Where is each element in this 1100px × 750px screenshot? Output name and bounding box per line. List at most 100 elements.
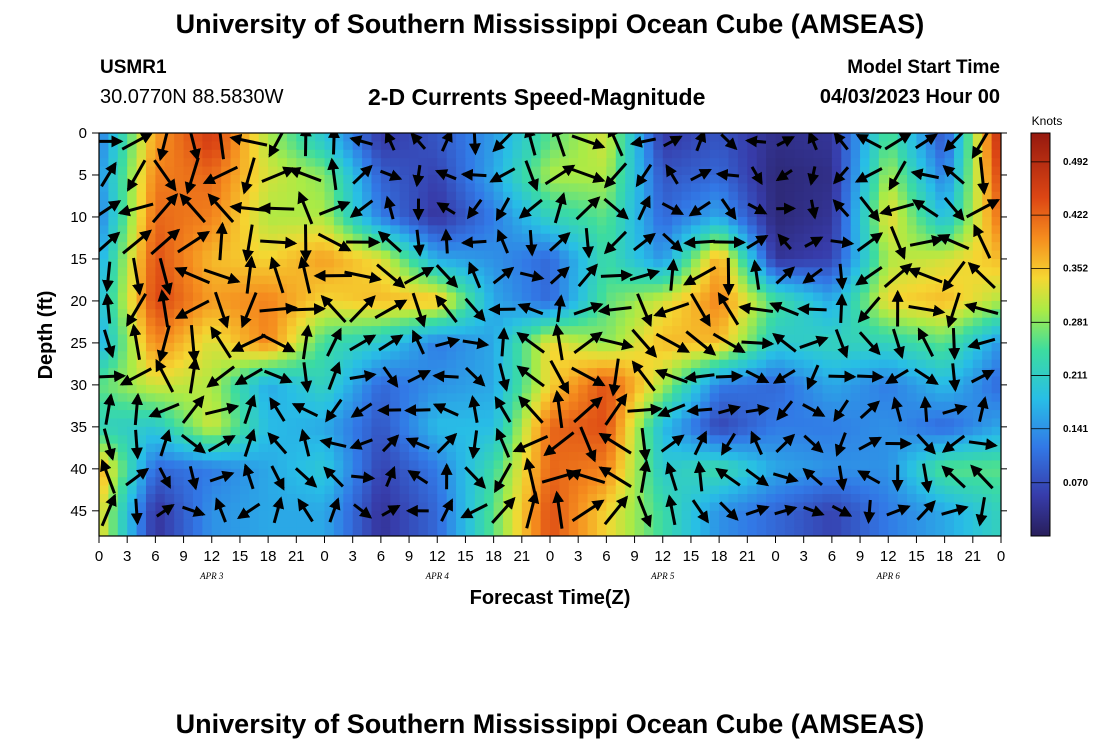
heatmap-cell [850, 309, 861, 319]
heatmap-cell [878, 242, 889, 252]
heatmap-cell [362, 250, 373, 260]
current-vector [435, 294, 458, 324]
heatmap-cell [747, 292, 758, 302]
heatmap-cell [869, 183, 880, 193]
heatmap-cell [888, 216, 899, 226]
heatmap-cell [305, 158, 316, 168]
heatmap-cell [380, 174, 391, 184]
heatmap-cell [794, 502, 805, 512]
current-vector [683, 236, 716, 249]
heatmap-cell [211, 384, 222, 394]
heatmap-cell [897, 384, 908, 394]
heatmap-cell [869, 359, 880, 369]
heatmap-cell [390, 317, 401, 327]
heatmap-cell [766, 149, 777, 159]
heatmap-cell [991, 410, 1001, 420]
heatmap-cell [456, 317, 467, 327]
heatmap-cell [239, 494, 250, 504]
heatmap-cell [935, 141, 946, 151]
heatmap-cell [991, 174, 1001, 184]
heatmap-cell [174, 191, 185, 201]
heatmap-cell [982, 410, 993, 420]
heatmap-cell [418, 452, 429, 462]
heatmap-cell [615, 158, 626, 168]
heatmap-cell [371, 208, 382, 218]
heatmap-cell [174, 317, 185, 327]
heatmap-cell [99, 376, 109, 386]
heatmap-cell [277, 158, 288, 168]
heatmap-cell [794, 468, 805, 478]
heatmap-cell [390, 452, 401, 462]
heatmap-cell [174, 527, 185, 536]
heatmap-cell [202, 443, 213, 453]
heatmap-cell [709, 267, 720, 277]
heatmap-cell [230, 443, 241, 453]
station-coordinates: 30.0770N 88.5830W [100, 86, 284, 108]
heatmap-cell [737, 410, 748, 420]
heatmap-cell [709, 284, 720, 294]
heatmap-cell [371, 351, 382, 361]
heatmap-cell [418, 485, 429, 495]
current-vector [549, 266, 570, 285]
heatmap-cell [343, 519, 354, 529]
heatmap-cell [625, 376, 636, 386]
heatmap-cell [380, 208, 391, 218]
current-vector [412, 229, 425, 257]
heatmap-cell [653, 242, 664, 252]
heatmap-cell [907, 519, 918, 529]
heatmap-cell [202, 326, 213, 336]
heatmap-cell [625, 418, 636, 428]
heatmap-cell [183, 443, 194, 453]
current-vector [568, 469, 606, 485]
current-vector [945, 292, 961, 329]
current-vector [577, 263, 598, 288]
heatmap-cell [258, 300, 269, 310]
heatmap-cell [954, 485, 965, 495]
heatmap-cell [117, 401, 128, 411]
heatmap-cell [145, 317, 156, 327]
heatmap-cell [578, 133, 589, 142]
heatmap-cell [831, 519, 842, 529]
heatmap-cell [117, 242, 128, 252]
heatmap-cell [409, 267, 420, 277]
heatmap-cell [766, 418, 777, 428]
heatmap-cell [192, 317, 203, 327]
heatmap-cell [362, 208, 373, 218]
heatmap-cell [343, 208, 354, 218]
heatmap-cell [446, 376, 457, 386]
heatmap-cell [822, 292, 833, 302]
heatmap-cell [747, 284, 758, 294]
heatmap-cell [183, 502, 194, 512]
heatmap-cell [202, 510, 213, 520]
heatmap-cell [456, 426, 467, 436]
heatmap-cell [371, 494, 382, 504]
current-vector [775, 433, 796, 453]
heatmap-cell [944, 326, 955, 336]
heatmap-cell [99, 225, 109, 235]
heatmap-cell [521, 510, 532, 520]
heatmap-cell [202, 334, 213, 344]
heatmap-cell [484, 200, 495, 210]
current-vector [411, 292, 427, 328]
heatmap-cell [737, 435, 748, 445]
heatmap-cell [982, 292, 993, 302]
heatmap-cell [550, 334, 560, 344]
heatmap-cell [268, 183, 279, 193]
heatmap-cell [136, 477, 147, 487]
heatmap-cell [803, 284, 814, 294]
heatmap-cell [897, 393, 908, 403]
heatmap-cell [540, 510, 551, 520]
heatmap-cell [897, 183, 908, 193]
heatmap-cell [380, 418, 391, 428]
heatmap-cell [352, 359, 363, 369]
heatmap-cell [99, 510, 109, 520]
current-vector [807, 166, 820, 186]
current-vector [627, 403, 663, 416]
heatmap-cell [324, 342, 335, 352]
heatmap-cell [108, 258, 119, 268]
heatmap-cell [850, 494, 861, 504]
heatmap-cell [99, 258, 109, 268]
heatmap-cell [916, 452, 927, 462]
heatmap-cell [550, 418, 560, 428]
heatmap-cell [869, 133, 880, 142]
